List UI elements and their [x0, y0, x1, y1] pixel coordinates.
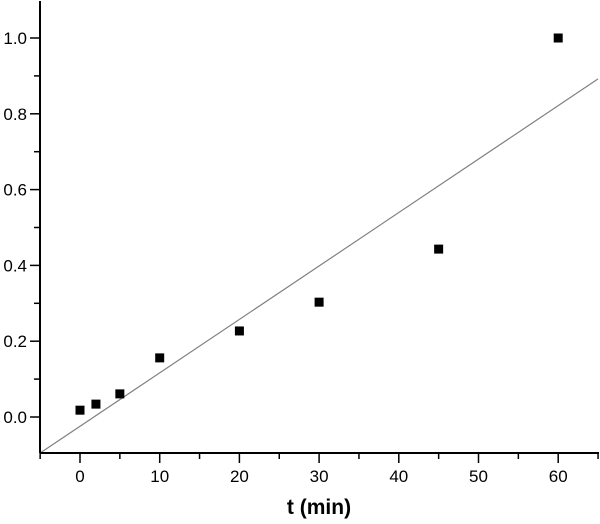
x-axis-ticks: 0 10 20 30 40 50 60 — [39, 453, 599, 486]
linear-fit-line — [39, 78, 599, 454]
data-point — [115, 389, 125, 399]
y-axis-ticks: 0.0 0.2 0.4 0.6 0.8 1.0 — [3, 29, 40, 427]
x-tick-label: 50 — [469, 467, 488, 486]
data-point — [314, 297, 324, 307]
data-point — [434, 244, 444, 254]
y-tick-label: 0.8 — [3, 105, 27, 124]
data-point — [553, 33, 563, 43]
x-axis-title: t (min) — [287, 496, 351, 519]
y-tick-label: 0.0 — [3, 408, 27, 427]
x-tick-label: 40 — [389, 467, 408, 486]
x-tick-label: 0 — [75, 467, 84, 486]
x-tick-label: 20 — [230, 467, 249, 486]
data-point — [91, 399, 101, 409]
y-tick-label: 0.6 — [3, 181, 27, 200]
y-tick-label: 0.2 — [3, 332, 27, 351]
data-point — [75, 405, 85, 415]
data-points — [75, 33, 563, 415]
x-tick-label: 30 — [310, 467, 329, 486]
y-tick-label: 1.0 — [3, 29, 27, 48]
x-tick-label: 10 — [150, 467, 169, 486]
fit-line — [39, 78, 599, 454]
data-point — [155, 353, 165, 363]
axes — [39, 1, 599, 454]
data-point — [234, 326, 244, 336]
y-tick-label: 0.4 — [3, 256, 27, 275]
x-tick-label: 60 — [549, 467, 568, 486]
